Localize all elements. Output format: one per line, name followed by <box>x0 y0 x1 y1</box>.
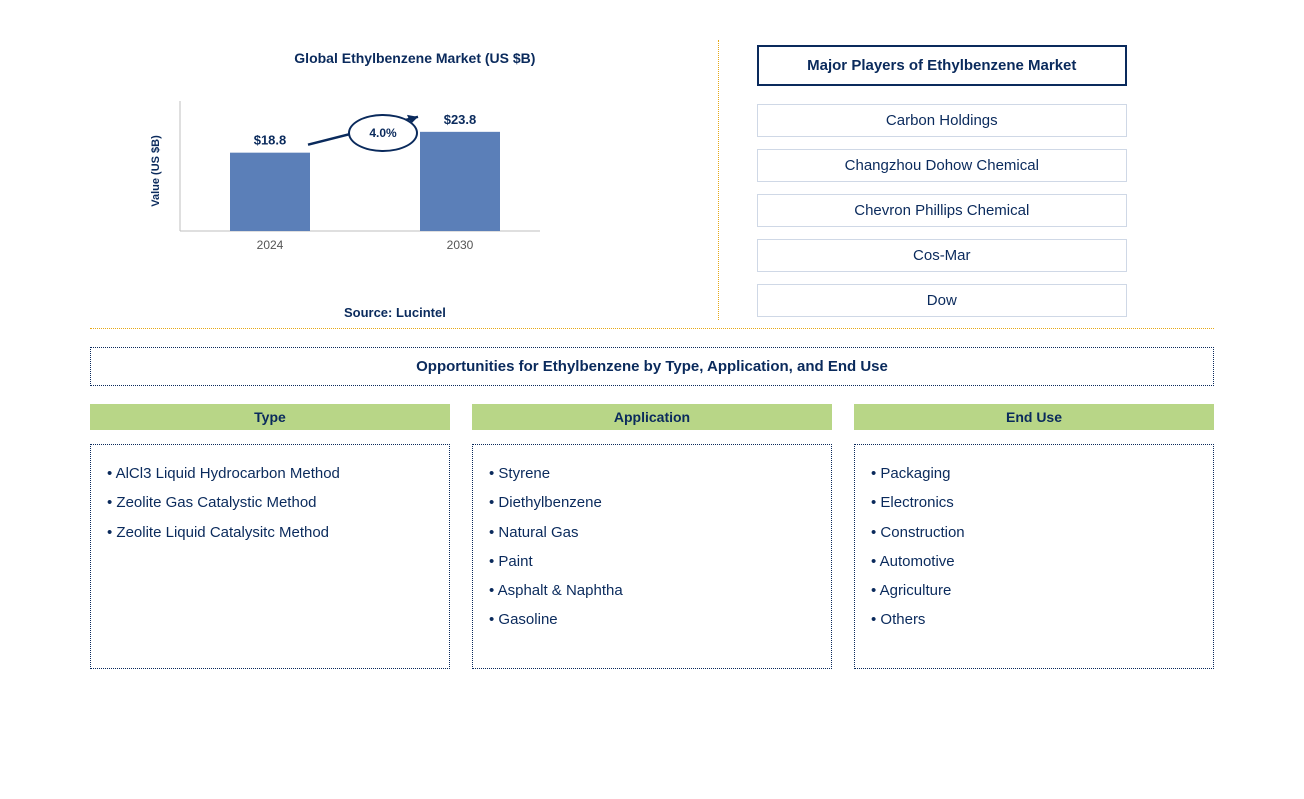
column-header: End Use <box>854 404 1214 430</box>
opportunity-column: Application StyreneDiethylbenzeneNatural … <box>472 404 832 669</box>
chart-title: Global Ethylbenzene Market (US $B) <box>130 50 700 66</box>
horizontal-divider <box>90 328 1214 329</box>
player-item: Chevron Phillips Chemical <box>757 194 1127 227</box>
list-item: Natural Gas <box>489 518 815 547</box>
growth-bubble: 4.0% <box>348 114 418 152</box>
column-header: Type <box>90 404 450 430</box>
column-body: StyreneDiethylbenzeneNatural GasPaintAsp… <box>472 444 832 669</box>
list-item: Construction <box>871 518 1197 547</box>
player-item: Dow <box>757 284 1127 317</box>
list-item: Zeolite Liquid Catalysitc Method <box>107 518 433 547</box>
source-text: Source: Lucintel <box>344 305 446 320</box>
column-body: PackagingElectronicsConstructionAutomoti… <box>854 444 1214 669</box>
list-item: Others <box>871 605 1197 634</box>
list-item: AlCl3 Liquid Hydrocarbon Method <box>107 459 433 488</box>
player-item: Changzhou Dohow Chemical <box>757 149 1127 182</box>
list-item: Asphalt & Naphtha <box>489 576 815 605</box>
players-list: Carbon Holdings Changzhou Dohow Chemical C… <box>737 104 1214 317</box>
chart-section: Global Ethylbenzene Market (US $B) Value… <box>90 40 700 320</box>
list-item: Gasoline <box>489 605 815 634</box>
players-header: Major Players of Ethylbenzene Market <box>757 45 1127 86</box>
opportunity-column: End UsePackagingElectronicsConstructionA… <box>854 404 1214 669</box>
y-axis-label: Value (US $B) <box>150 135 162 207</box>
svg-text:2024: 2024 <box>257 238 284 252</box>
column-body: AlCl3 Liquid Hydrocarbon Method Zeolite … <box>90 444 450 669</box>
players-section: Major Players of Ethylbenzene Market Car… <box>737 40 1214 320</box>
vertical-divider <box>718 40 719 320</box>
player-item: Carbon Holdings <box>757 104 1127 137</box>
svg-text:$18.8: $18.8 <box>254 133 287 148</box>
opportunities-header: Opportunities for Ethylbenzene by Type, … <box>90 347 1214 386</box>
list-item: Agriculture <box>871 576 1197 605</box>
player-item: Cos-Mar <box>757 239 1127 272</box>
list-item: Diethylbenzene <box>489 488 815 517</box>
list-item: Zeolite Gas Catalystic Method <box>107 488 433 517</box>
list-item: Paint <box>489 547 815 576</box>
opportunity-column: Type AlCl3 Liquid Hydrocarbon Method Zeol… <box>90 404 450 669</box>
top-row: Global Ethylbenzene Market (US $B) Value… <box>90 40 1214 320</box>
svg-text:2030: 2030 <box>447 238 474 252</box>
opportunity-columns: Type AlCl3 Liquid Hydrocarbon Method Zeol… <box>90 404 1214 669</box>
list-item: Styrene <box>489 459 815 488</box>
bar-chart: $18.8 2024 $23.8 2030 <box>170 86 550 256</box>
list-item: Packaging <box>871 459 1197 488</box>
list-item: Automotive <box>871 547 1197 576</box>
list-item: Electronics <box>871 488 1197 517</box>
column-header: Application <box>472 404 832 430</box>
svg-text:$23.8: $23.8 <box>444 112 477 127</box>
chart-wrap: Value (US $B) 4.0% $18.82024$23.82030 <box>170 86 550 256</box>
